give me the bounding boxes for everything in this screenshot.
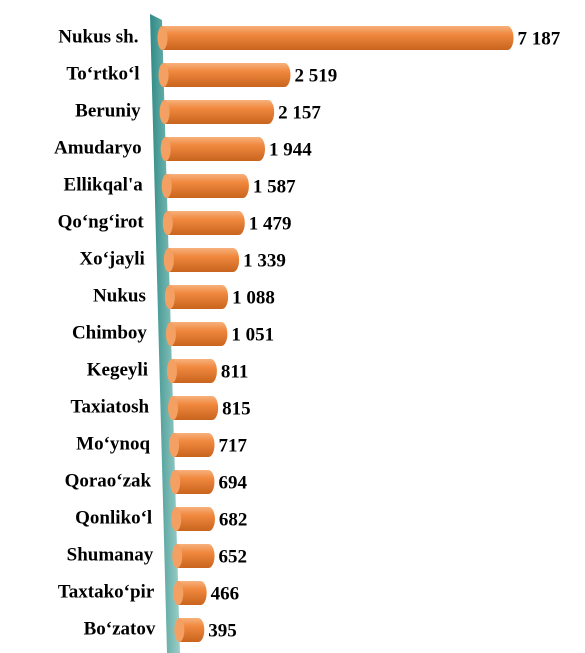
- value-label: 2 519: [294, 65, 337, 86]
- category-label: Ellikqal'a: [64, 174, 144, 195]
- category-label: Shumanay: [67, 544, 154, 565]
- bar: [179, 618, 205, 642]
- bar-cap: [158, 63, 169, 87]
- bar: [168, 248, 240, 272]
- bar-cap: [160, 137, 171, 161]
- bar-cap: [159, 100, 170, 124]
- category-label: Qo‘ng‘irot: [58, 211, 145, 232]
- value-label: 1 587: [253, 176, 296, 197]
- value-label: 682: [219, 509, 248, 530]
- category-label: Kegeyli: [87, 359, 148, 380]
- value-label: 395: [208, 620, 237, 641]
- bar: [174, 433, 215, 457]
- value-label: 717: [219, 435, 248, 456]
- bar: [176, 507, 215, 531]
- bar-cap: [165, 322, 176, 346]
- bar-cap: [170, 470, 181, 494]
- bar-cap: [166, 359, 177, 383]
- value-label: 811: [221, 361, 248, 382]
- bar: [171, 359, 217, 383]
- category-label: To‘rtko‘l: [66, 63, 139, 84]
- bar-cap: [162, 211, 173, 235]
- bar: [162, 26, 514, 50]
- category-label: Amudaryo: [54, 137, 142, 158]
- bar-cap: [168, 396, 179, 420]
- bar-cap: [172, 544, 183, 568]
- value-label: 1 088: [232, 287, 275, 308]
- bar-cap: [171, 507, 182, 531]
- category-label: Qorao‘zak: [65, 470, 152, 491]
- bar-cap: [163, 248, 174, 272]
- bar: [166, 174, 249, 198]
- category-label: Taxtako‘pir: [58, 581, 155, 602]
- bar-cap: [169, 433, 180, 457]
- value-label: 7 187: [518, 28, 561, 49]
- value-label: 1 051: [231, 324, 274, 345]
- bar-cap: [157, 26, 168, 50]
- bar-cap: [164, 285, 175, 309]
- value-label: 1 479: [249, 213, 292, 234]
- category-label: Beruniy: [75, 100, 141, 121]
- category-label: Taxiatosh: [71, 396, 150, 417]
- value-label: 1 339: [243, 250, 286, 271]
- bar: [178, 581, 207, 605]
- bar: [173, 396, 219, 420]
- bar: [164, 100, 275, 124]
- wall: [150, 14, 180, 653]
- bar: [167, 211, 245, 235]
- category-label: Nukus sh.: [58, 26, 138, 47]
- value-label: 694: [218, 472, 247, 493]
- category-label: Nukus: [93, 285, 146, 306]
- category-label: Xo‘jayli: [79, 248, 144, 269]
- bar: [170, 322, 228, 346]
- category-label: Qonliko‘l: [75, 507, 152, 528]
- bar: [177, 544, 215, 568]
- bar: [169, 285, 229, 309]
- bar: [163, 63, 291, 87]
- bar: [165, 137, 265, 161]
- bar: [175, 470, 215, 494]
- category-label: Mo‘ynoq: [76, 433, 150, 454]
- value-label: 1 944: [269, 139, 312, 160]
- value-label: 652: [219, 546, 248, 567]
- category-label: Bo‘zatov: [84, 618, 156, 639]
- bar-cap: [174, 618, 185, 642]
- category-label: Chimboy: [72, 322, 147, 343]
- value-label: 466: [211, 583, 240, 604]
- bar-cap: [173, 581, 184, 605]
- bar-cap: [161, 174, 172, 198]
- value-label: 815: [222, 398, 251, 419]
- value-label: 2 157: [278, 102, 321, 123]
